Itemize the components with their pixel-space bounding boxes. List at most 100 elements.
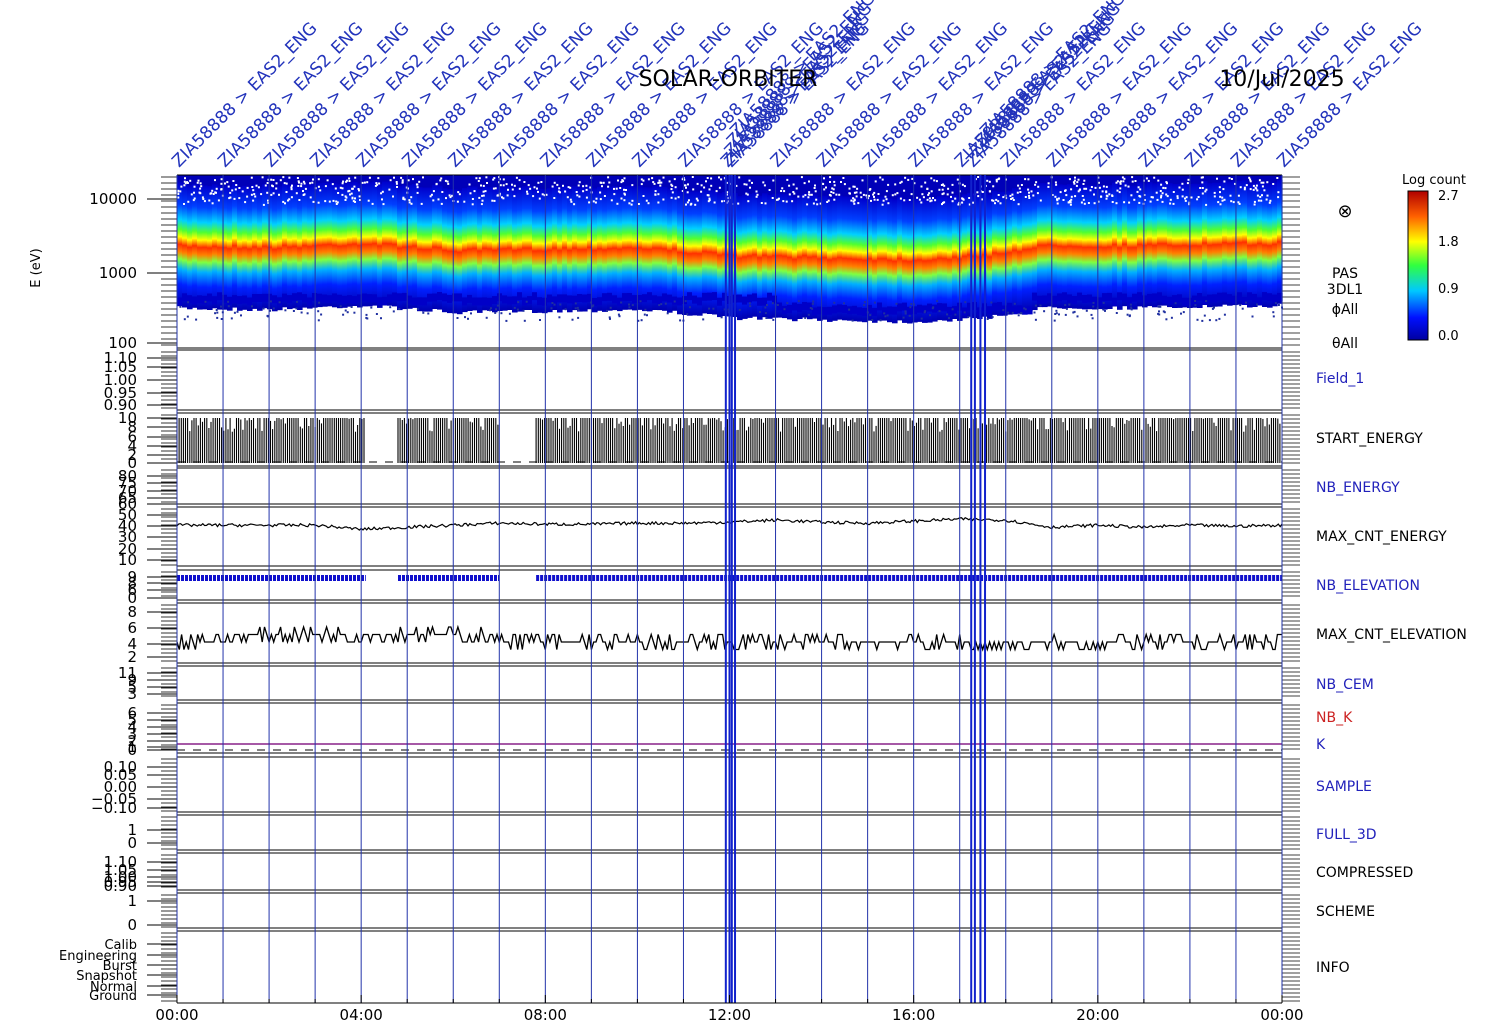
- noise-speck: [1077, 190, 1080, 193]
- noise-speck: [496, 304, 499, 307]
- noise-speck: [177, 193, 180, 195]
- noise-speck: [1024, 196, 1027, 198]
- noise-speck: [910, 303, 913, 306]
- spectrogram-column: [1077, 184, 1083, 309]
- noise-speck: [444, 179, 447, 182]
- spectrogram-column: [742, 194, 748, 319]
- panel-label-spectrogram: θAll: [1332, 336, 1358, 352]
- noise-speck: [1163, 311, 1166, 314]
- spectrogram-column: [397, 186, 403, 311]
- noise-speck: [710, 177, 713, 180]
- noise-speck: [782, 200, 785, 203]
- noise-speck: [929, 200, 932, 203]
- spectrogram-column: [232, 183, 238, 308]
- noise-speck: [1121, 176, 1124, 179]
- noise-speck: [449, 196, 452, 199]
- noise-speck: [377, 177, 380, 180]
- y-tick-label: 0.10: [104, 758, 137, 776]
- noise-speck: [290, 188, 293, 191]
- energy-axis-label: E (eV): [29, 248, 44, 287]
- noise-speck: [1065, 194, 1068, 197]
- noise-speck: [295, 192, 298, 195]
- colorbar-scale: [1407, 190, 1429, 341]
- spectrogram-edge: [1207, 294, 1213, 303]
- spectrogram-column: [412, 183, 418, 308]
- noise-speck: [852, 200, 855, 203]
- spectrogram-edge: [217, 292, 223, 301]
- noise-speck: [529, 187, 532, 190]
- noise-speck: [903, 189, 906, 192]
- noise-speck: [252, 189, 255, 192]
- spectrogram-column: [797, 195, 803, 319]
- spectrogram-column: [1022, 187, 1028, 312]
- spectrogram-edge: [987, 306, 993, 315]
- noise-speck: [298, 181, 300, 184]
- noise-speck: [365, 313, 368, 316]
- noise-speck: [1016, 191, 1019, 194]
- spectrogram-edge: [737, 294, 743, 303]
- noise-speck: [1243, 188, 1246, 191]
- noise-speck: [1219, 191, 1221, 194]
- noise-speck: [407, 179, 410, 182]
- spectrogram-edge: [327, 295, 333, 304]
- noise-speck: [416, 191, 419, 194]
- noise-speck: [1176, 197, 1179, 200]
- panel-label-compressed: COMPRESSED: [1316, 865, 1413, 881]
- noise-speck: [317, 319, 320, 322]
- noise-speck: [326, 179, 329, 182]
- spectrogram-column: [912, 198, 918, 323]
- noise-speck: [585, 188, 588, 191]
- noise-speck: [1130, 194, 1133, 197]
- spectrogram-column: [302, 183, 308, 308]
- noise-speck: [351, 187, 354, 190]
- noise-speck: [863, 301, 866, 304]
- noise-speck: [496, 194, 499, 197]
- noise-speck: [536, 187, 538, 190]
- noise-speck: [848, 187, 851, 190]
- noise-speck: [1230, 200, 1233, 203]
- noise-speck: [963, 311, 966, 314]
- noise-speck: [1151, 196, 1154, 199]
- spectrogram-edge: [1237, 292, 1243, 301]
- spectrogram-edge: [702, 292, 708, 301]
- noise-speck: [749, 305, 752, 308]
- spectrogram-column: [217, 185, 223, 310]
- spectrogram-edge: [552, 296, 558, 305]
- spectrogram-edge: [1092, 296, 1098, 305]
- noise-speck: [823, 188, 826, 191]
- noise-speck: [924, 181, 927, 184]
- noise-speck: [994, 202, 996, 205]
- noise-speck: [410, 196, 413, 199]
- spectrogram-edge: [1062, 292, 1068, 301]
- spectrogram-edge: [252, 294, 258, 302]
- spectrogram-column: [277, 186, 283, 311]
- noise-speck: [1076, 181, 1079, 184]
- noise-speck: [470, 312, 472, 315]
- spectrogram-edge: [467, 294, 473, 303]
- noise-speck: [977, 195, 980, 198]
- noise-speck: [220, 178, 223, 181]
- noise-speck: [270, 178, 273, 181]
- noise-speck: [930, 199, 933, 202]
- spectrogram-column: [432, 185, 438, 309]
- noise-speck: [344, 199, 347, 201]
- noise-speck: [538, 197, 541, 200]
- spectrogram-edge: [337, 294, 343, 303]
- noise-speck: [812, 300, 815, 303]
- noise-speck: [881, 178, 884, 181]
- noise-speck: [320, 313, 323, 316]
- noise-speck: [429, 195, 432, 198]
- noise-speck: [902, 316, 905, 319]
- spectrogram-column: [827, 197, 833, 322]
- noise-speck: [833, 180, 836, 183]
- noise-speck: [1054, 195, 1057, 198]
- y-tick-label: 1.05: [104, 358, 137, 376]
- noise-speck: [382, 203, 385, 206]
- noise-speck: [230, 317, 233, 320]
- noise-speck: [1098, 186, 1101, 189]
- noise-speck: [435, 182, 438, 185]
- spectrogram-column: [817, 196, 823, 321]
- spectrogram-column: [1097, 185, 1103, 310]
- noise-speck: [881, 203, 884, 206]
- noise-speck: [707, 194, 710, 197]
